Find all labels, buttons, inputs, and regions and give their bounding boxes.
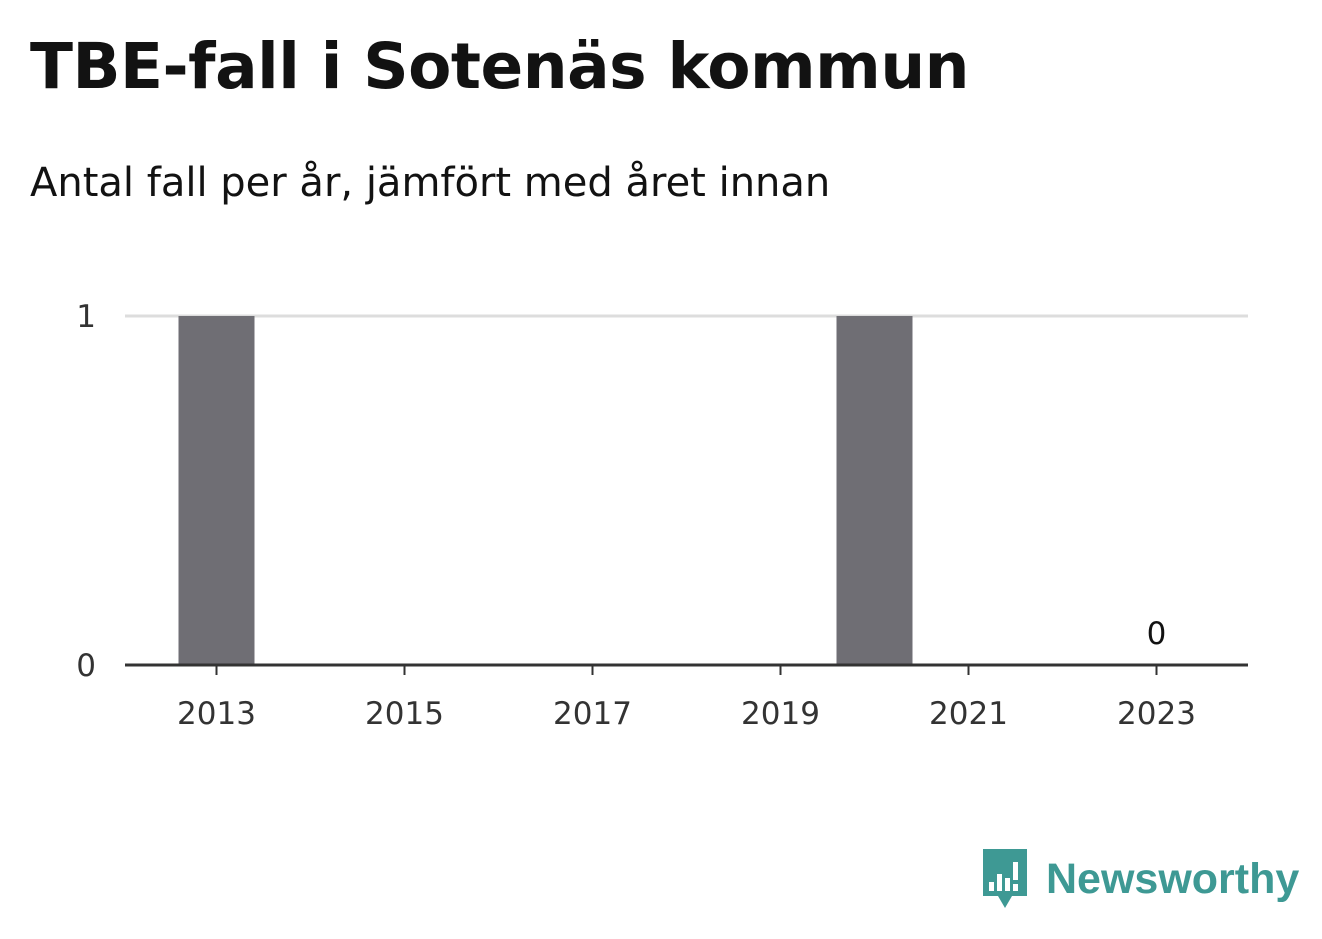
x-tick-label: 2023	[1117, 696, 1196, 732]
brand-name: Newsworthy	[1046, 854, 1300, 903]
data-labels: 0	[1147, 616, 1167, 652]
x-tick-label: 2017	[553, 696, 632, 732]
bar-chart: 01 2013 2015 2017 2019 2021 2023 0	[76, 299, 1248, 732]
x-tick-label: 2019	[741, 696, 820, 732]
y-axis-labels: 01	[76, 299, 96, 684]
x-axis-labels: 2013 2015 2017 2019 2021 2023	[177, 696, 1196, 732]
bar	[178, 316, 255, 665]
bar	[836, 316, 913, 665]
y-tick-label: 1	[76, 299, 96, 335]
x-tick-label: 2015	[365, 696, 444, 732]
chart-title: TBE-fall i Sotenäs kommun	[30, 30, 970, 103]
x-tick-label: 2013	[177, 696, 256, 732]
y-tick-label: 0	[76, 648, 96, 684]
chart-subtitle: Antal fall per år, jämfört med året inna…	[30, 160, 831, 206]
x-axis	[125, 663, 1248, 675]
bars	[178, 316, 913, 665]
x-tick-label: 2021	[929, 696, 1008, 732]
data-label: 0	[1147, 616, 1167, 652]
newsworthy-brand: Newsworthy	[980, 846, 1299, 912]
newsworthy-logo-icon	[983, 849, 1027, 908]
